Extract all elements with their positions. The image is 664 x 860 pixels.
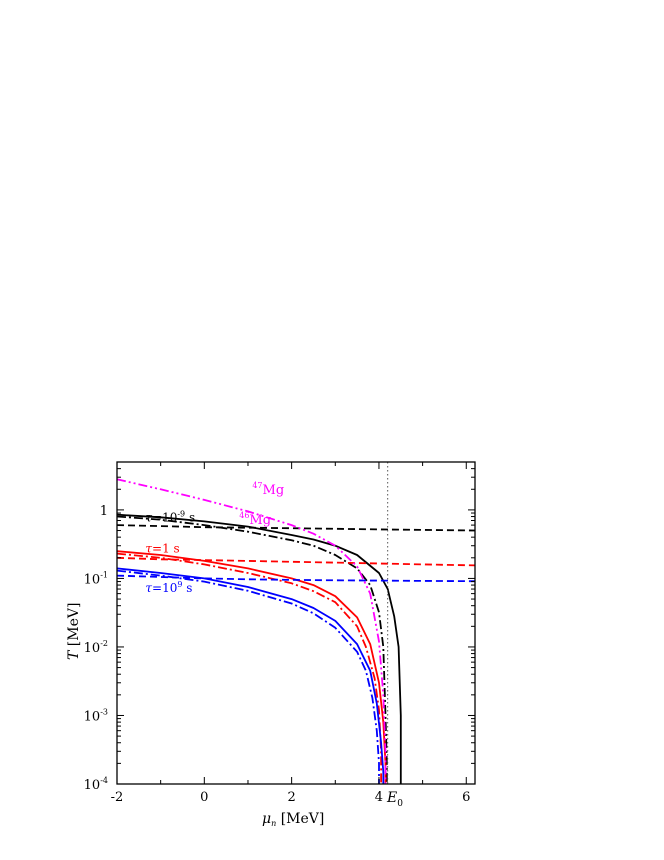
ann-mg46: 46Mg: [239, 511, 271, 528]
series-black-dashed: [117, 524, 475, 532]
ann-mg47: 47Mg: [252, 481, 284, 498]
ann-tau-red: τ=1 s: [145, 541, 179, 555]
x-axis-subscript: n: [271, 819, 276, 828]
series-black-solid: [117, 513, 402, 784]
y-tick-label: 10-2: [84, 639, 108, 656]
series-blue-dashdot: [117, 569, 380, 784]
y-axis-title: T [MeV]: [66, 603, 82, 660]
x-tick-label: 6: [462, 790, 470, 805]
series-blue-solid: [117, 567, 385, 784]
y-axis-symbol: T: [66, 649, 82, 660]
y-tick-label: 10-1: [84, 570, 108, 587]
series-magenta-dashdotdot: [117, 478, 387, 784]
x-tick-label: 4: [375, 790, 383, 805]
ann-tau-black: τ=10-9 s: [145, 509, 195, 524]
e0-subscript: 0: [397, 799, 403, 809]
x-tick-label: -2: [111, 790, 124, 805]
plot-frame: [116, 461, 476, 785]
x-axis-symbol: μ: [262, 811, 271, 827]
series-red-solid: [117, 550, 387, 784]
series-red-dashdot: [117, 552, 382, 784]
e0-label: E0: [386, 790, 403, 809]
x-axis-unit: [MeV]: [276, 811, 324, 827]
ann-tau-blue: τ=109 s: [145, 580, 192, 595]
tick-layer: -2 0 2 4 6 10-4 10-3 10-2 10-1 1: [84, 461, 475, 805]
series-red-dashed: [117, 556, 475, 567]
annotation-layer: 47Mg 46Mg τ=10-9 s τ=1 s τ=109 s: [145, 481, 284, 595]
e0-symbol: E: [386, 790, 397, 806]
series-blue-dashed: [117, 574, 475, 583]
y-tick-label: 10-3: [84, 707, 108, 724]
y-axis-unit: [MeV]: [66, 603, 82, 651]
x-tick-label: 2: [287, 790, 295, 805]
series-layer: [117, 478, 475, 784]
y-tick-label: 10-4: [84, 776, 108, 793]
x-tick-label: 0: [200, 790, 208, 805]
y-tick-label: 1: [100, 504, 108, 519]
x-axis-title: μn [MeV]: [262, 811, 324, 828]
